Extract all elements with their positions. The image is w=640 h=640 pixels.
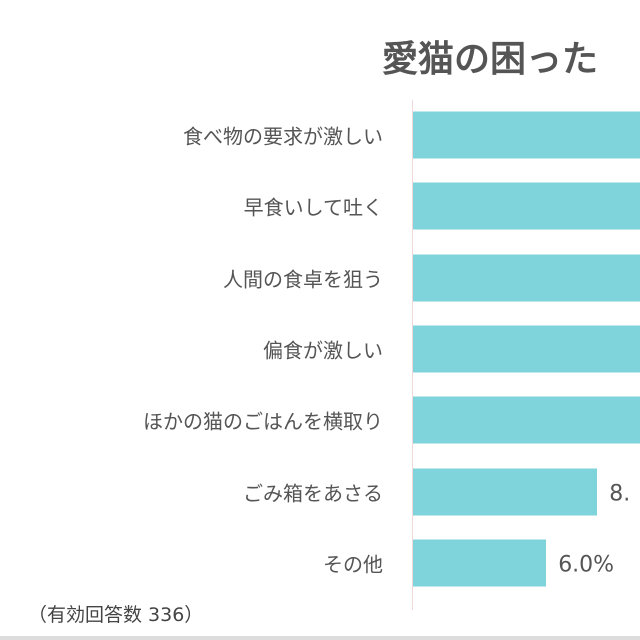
bar bbox=[413, 539, 547, 587]
bar bbox=[413, 325, 640, 373]
bar bbox=[413, 182, 640, 230]
category-label: ごみ箱をあさる bbox=[243, 481, 383, 505]
category-label: 食べ物の要求が激しい bbox=[183, 124, 383, 149]
category-label: ほかの猫のごはんを横取り bbox=[143, 409, 383, 434]
category-label: 偏食が激しい bbox=[263, 338, 383, 363]
data-label: 6.0% bbox=[558, 552, 615, 578]
bar bbox=[413, 396, 640, 444]
category-label: その他 bbox=[323, 552, 383, 577]
category-label: 人間の食卓を狙う bbox=[223, 267, 383, 292]
bottom-border bbox=[0, 636, 640, 640]
chart-title: 愛猫の困った bbox=[382, 39, 599, 80]
bar bbox=[413, 111, 640, 159]
sample-size-note: （有効回答数 336） bbox=[28, 604, 204, 626]
bar bbox=[413, 468, 598, 515]
bar bbox=[413, 254, 640, 302]
category-label: 早食いして吐く bbox=[243, 195, 383, 220]
y-axis-line bbox=[412, 100, 413, 610]
data-label: 8. bbox=[609, 481, 631, 506]
